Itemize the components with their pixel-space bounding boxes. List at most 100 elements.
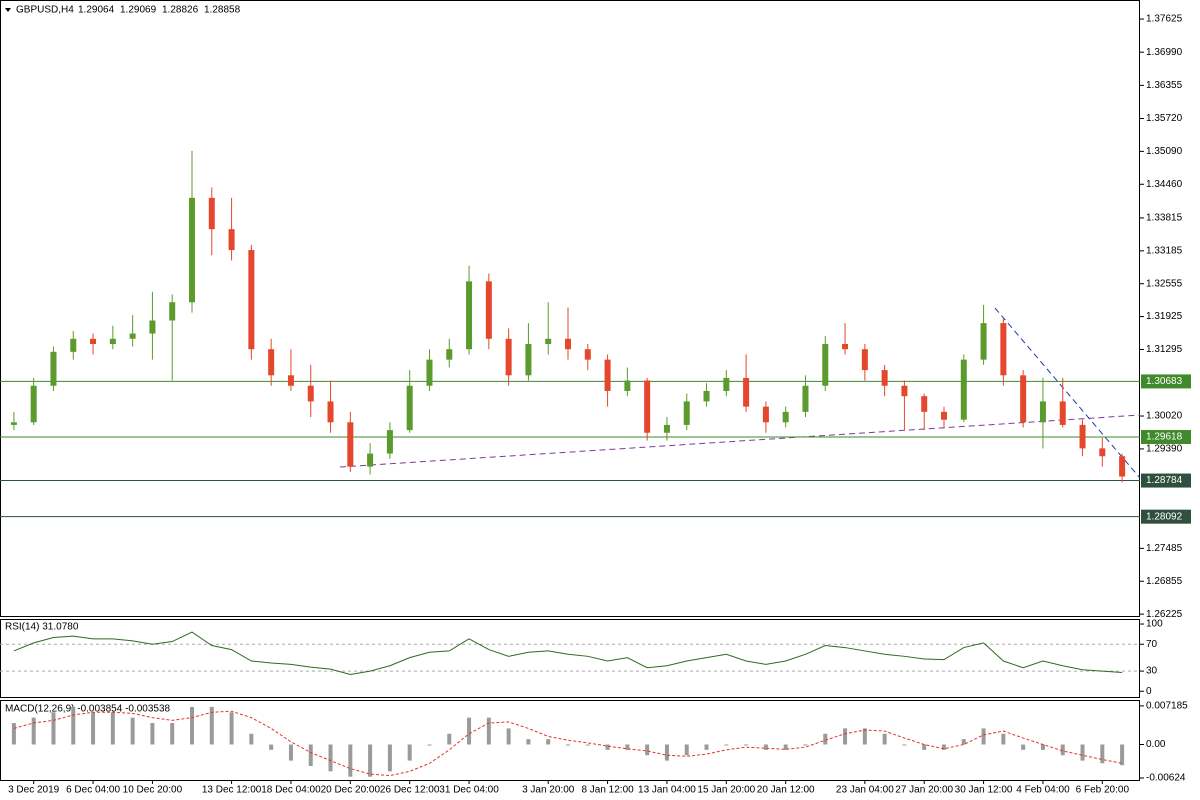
candle-body <box>149 320 156 334</box>
y-tick-label: 1.37625 <box>1146 14 1183 25</box>
macd-bar <box>625 744 630 750</box>
candle-body <box>565 338 571 350</box>
macd-bar <box>31 717 36 745</box>
candle-body <box>268 349 275 376</box>
candle-body <box>30 385 37 423</box>
y-tick-label: 100 <box>1146 619 1163 630</box>
macd-title: MACD(12,26,9) -0.003854 -0.003538 <box>5 704 171 715</box>
macd-bar <box>407 744 412 761</box>
candle-body <box>584 349 591 360</box>
rsi-line <box>13 631 1123 675</box>
candle-body <box>624 380 631 391</box>
macd-panel <box>0 700 1140 781</box>
level-label: 1.28092 <box>1146 511 1183 522</box>
candle-body <box>802 385 809 412</box>
macd-bar <box>150 723 155 745</box>
candle-body <box>10 422 17 425</box>
candle-body <box>1059 401 1066 425</box>
macd-bar <box>1080 744 1085 761</box>
x-tick-label: 31 Dec 04:00 <box>439 785 499 796</box>
x-tick-label: 3 Jan 20:00 <box>522 785 575 796</box>
candle-body <box>861 349 868 371</box>
macd-bar <box>467 717 472 745</box>
macd-bar <box>368 744 373 777</box>
candle-body <box>466 281 473 350</box>
macd-bar <box>843 728 848 745</box>
candle-body <box>901 385 908 397</box>
macd-bar <box>546 739 551 745</box>
y-tick-label: 0.00 <box>1146 739 1166 750</box>
macd-bar <box>229 712 234 745</box>
x-tick-label: 23 Jan 04:00 <box>836 785 894 796</box>
macd-bar <box>902 744 907 746</box>
candle-body <box>782 411 789 423</box>
y-tick-label: 1.33185 <box>1146 245 1183 256</box>
x-tick-label: 10 Dec 20:00 <box>123 785 183 796</box>
candle-body <box>1039 401 1046 423</box>
candle-body <box>1000 323 1007 376</box>
macd-bar <box>1100 744 1105 764</box>
macd-bar <box>249 733 254 745</box>
macd-bar <box>11 723 16 745</box>
candle-body <box>822 343 829 386</box>
candle-body <box>426 359 433 386</box>
y-tick-label: 1.33815 <box>1146 213 1183 224</box>
y-tick-label: -0.00624 <box>1146 773 1186 784</box>
candle-body <box>485 281 492 339</box>
x-tick-label: 20 Jan 12:00 <box>757 785 815 796</box>
x-tick-label: 6 Feb 20:00 <box>1076 785 1130 796</box>
candle-body <box>525 343 532 376</box>
y-tick-label: 1.31295 <box>1146 344 1183 355</box>
macd-bar <box>71 706 76 745</box>
x-tick-label: 13 Dec 12:00 <box>202 785 262 796</box>
macd-bar <box>269 744 274 750</box>
macd-bar <box>585 744 590 746</box>
candle-body <box>1099 448 1106 457</box>
rsi-panel <box>0 619 1140 698</box>
macd-bar <box>1021 744 1026 750</box>
macd-bar <box>427 744 432 746</box>
macd-bar <box>1001 733 1006 745</box>
level-tag <box>1141 430 1191 445</box>
macd-bar <box>605 744 610 750</box>
candle-body <box>1079 424 1086 449</box>
macd-bar <box>110 712 115 745</box>
macd-bar <box>91 712 96 745</box>
high: 1.29069 <box>120 5 157 16</box>
candle-body <box>228 229 235 251</box>
macd-bar <box>1060 744 1065 756</box>
candle-body <box>545 338 552 344</box>
level-tag <box>1141 374 1191 389</box>
macd-bar <box>823 733 828 745</box>
candle-body <box>50 351 57 386</box>
level-tag <box>1141 473 1191 488</box>
macd-bar <box>506 728 511 745</box>
x-tick-label: 4 Feb 04:00 <box>1016 785 1070 796</box>
candle-body <box>663 424 670 433</box>
y-tick-label: 1.29390 <box>1146 444 1183 455</box>
close: 1.28858 <box>204 5 241 16</box>
menu-arrow[interactable] <box>5 8 11 12</box>
y-tick-label: 0 <box>1146 686 1152 697</box>
x-tick-label: 18 Dec 04:00 <box>261 785 321 796</box>
candle-body <box>1119 456 1126 477</box>
y-tick-label: 1.36355 <box>1146 80 1183 91</box>
candle-body <box>960 359 967 420</box>
candle-body <box>683 401 690 425</box>
x-tick-label: 3 Dec 2019 <box>8 785 60 796</box>
candle-body <box>703 390 710 402</box>
open: 1.29064 <box>78 5 115 16</box>
candle-body <box>762 406 769 423</box>
symbol: GBPUSD,H4 <box>16 5 74 16</box>
candle-body <box>248 250 255 350</box>
candle-body <box>109 338 116 344</box>
candle-body <box>347 422 354 467</box>
candle-body <box>980 323 987 360</box>
macd-bar <box>1040 744 1045 750</box>
candle-body <box>1020 375 1027 423</box>
main-panel <box>0 0 1140 617</box>
macd-bar <box>645 744 650 756</box>
macd-bar <box>744 744 749 746</box>
level-label: 1.29618 <box>1146 432 1183 443</box>
